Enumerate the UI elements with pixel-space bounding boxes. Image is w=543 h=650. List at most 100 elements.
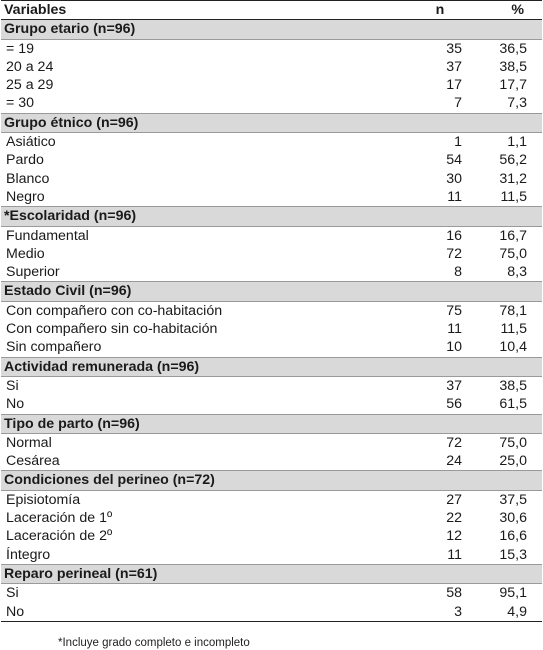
cell-n: 58 [446, 585, 462, 602]
group-header-row: *Escolaridad (n=96) [1, 206, 542, 227]
cell-variable: Con compañero sin co-habitación [6, 321, 218, 338]
cell-variable: Asiático [6, 134, 56, 151]
cell-percent: 38,5 [499, 377, 527, 394]
table-row: No 3 4,9 [1, 602, 542, 622]
data-table-container: Variables n % Grupo etario (n=96) = 19 35 3… [1, 0, 542, 622]
table-row: Si 37 38,5 [1, 376, 542, 395]
group-header-row: Reparo perineal (n=61) [1, 563, 542, 585]
cell-variable: Negro [6, 188, 45, 205]
cell-variable: No [1, 602, 410, 622]
cell-variable: Normal [6, 434, 52, 451]
cell-percent: 56,2 [499, 152, 527, 169]
cell-n: 3 [410, 602, 470, 622]
cell-n: 1 [454, 134, 462, 151]
cell-n: 8 [454, 264, 462, 281]
cell-n: 22 [446, 510, 462, 527]
cell-variable: Si [6, 377, 19, 394]
table-row: Medio 72 75,0 [1, 245, 542, 263]
footnote: *Incluye grado completo e incompleto [58, 637, 250, 649]
table-row: Pardo 54 56,2 [1, 151, 542, 169]
table-row: Laceración de 2º 12 16,6 [1, 527, 542, 545]
table-row: Normal 72 75,0 [1, 433, 542, 452]
table-row: Negro 11 11,5 [1, 188, 542, 207]
cell-n: 16 [446, 227, 462, 244]
cell-variable: Pardo [6, 152, 44, 169]
cell-variable: Blanco [6, 170, 50, 187]
cell-variable: No [6, 396, 25, 413]
cell-percent: 61,5 [499, 396, 527, 413]
cell-percent: 8,3 [507, 264, 527, 281]
group-header-row: Estado Civil (n=96) [1, 281, 542, 302]
table-row: Sin compañero 10 10,4 [1, 338, 542, 357]
header-row: Variables n % [1, 0, 542, 21]
cell-variable: Sin compañero [6, 339, 102, 356]
group-title: Estado Civil (n=96) [1, 281, 542, 302]
table-row: Laceración de 1º 22 30,6 [1, 509, 542, 527]
cell-percent: 30,6 [499, 510, 527, 527]
cell-n: 11 [447, 546, 462, 563]
cell-percent: 36,5 [499, 40, 527, 57]
group-title: Grupo étnico (n=96) [1, 112, 542, 134]
cell-n: 72 [446, 245, 462, 262]
table-row: No 56 61,5 [1, 395, 542, 414]
cell-percent: 17,7 [499, 77, 527, 94]
variables-table: Variables n % Grupo etario (n=96) = 19 35 3… [1, 0, 542, 622]
table-header: Variables n % [1, 0, 542, 21]
header-n: n [410, 0, 470, 21]
cell-percent: 7,3 [507, 95, 527, 112]
cell-percent: 25,0 [499, 453, 527, 470]
cell-percent: 4,9 [470, 602, 542, 622]
cell-n: 37 [446, 58, 462, 75]
group-title: Grupo etario (n=96) [1, 19, 542, 40]
cell-percent: 10,4 [499, 339, 527, 356]
cell-n: 30 [446, 170, 462, 187]
table-body: Grupo etario (n=96) = 19 35 36,5 20 a 24 37 38… [1, 19, 542, 622]
cell-n: 56 [446, 396, 462, 413]
cell-percent: 11,5 [500, 321, 527, 338]
table-row: Episiotomía 27 37,5 [1, 490, 542, 509]
table-row: = 30 7 7,3 [1, 94, 542, 113]
table-row: Superior 8 8,3 [1, 263, 542, 282]
cell-percent: 37,5 [499, 491, 527, 508]
group-title: Actividad remunerada (n=96) [1, 356, 542, 377]
cell-variable: 25 a 29 [6, 77, 54, 94]
cell-n: 35 [446, 40, 462, 57]
cell-variable: Fundamental [6, 227, 89, 244]
table-row: Fundamental 16 16,7 [1, 226, 542, 245]
cell-percent: 1,1 [507, 134, 527, 151]
cell-variable: 20 a 24 [6, 58, 54, 75]
cell-percent: 16,6 [499, 528, 527, 545]
cell-percent: 11,5 [500, 188, 527, 205]
group-title: Reparo perineal (n=61) [1, 563, 542, 585]
cell-variable: Con compañero con co-habitación [6, 302, 223, 319]
group-header-row: Tipo de parto (n=96) [1, 413, 542, 434]
cell-variable: Cesárea [6, 453, 60, 470]
table-row: 20 a 24 37 38,5 [1, 58, 542, 76]
table-row: Si 58 95,1 [1, 584, 542, 603]
cell-n: 10 [446, 339, 462, 356]
cell-variable: Medio [6, 245, 45, 262]
table-row: = 19 35 36,5 [1, 39, 542, 58]
table-row: 25 a 29 17 17,7 [1, 76, 542, 94]
cell-n: 11 [447, 188, 462, 205]
cell-n: 27 [446, 491, 462, 508]
cell-variable: Íntegro [6, 546, 51, 563]
table-row: Cesárea 24 25,0 [1, 452, 542, 471]
cell-percent: 75,0 [499, 245, 527, 262]
table-row: Con compañero sin co-habitación 11 11,5 [1, 320, 542, 338]
cell-percent: 38,5 [499, 58, 527, 75]
cell-percent: 31,2 [499, 170, 527, 187]
table-row: Asiático 1 1,1 [1, 133, 542, 152]
cell-n: 17 [446, 77, 462, 94]
cell-percent: 16,7 [499, 227, 527, 244]
group-title: Tipo de parto (n=96) [1, 413, 542, 434]
cell-n: 11 [447, 321, 462, 338]
cell-variable: = 19 [6, 40, 35, 57]
cell-variable: Episiotomía [6, 491, 81, 508]
table-row: Blanco 30 31,2 [1, 170, 542, 188]
cell-variable: Si [6, 585, 19, 602]
table-row: Íntegro 11 15,3 [1, 546, 542, 565]
header-percent: % [470, 0, 542, 21]
cell-variable: Laceración de 2º [6, 528, 113, 545]
cell-percent: 78,1 [499, 302, 527, 319]
